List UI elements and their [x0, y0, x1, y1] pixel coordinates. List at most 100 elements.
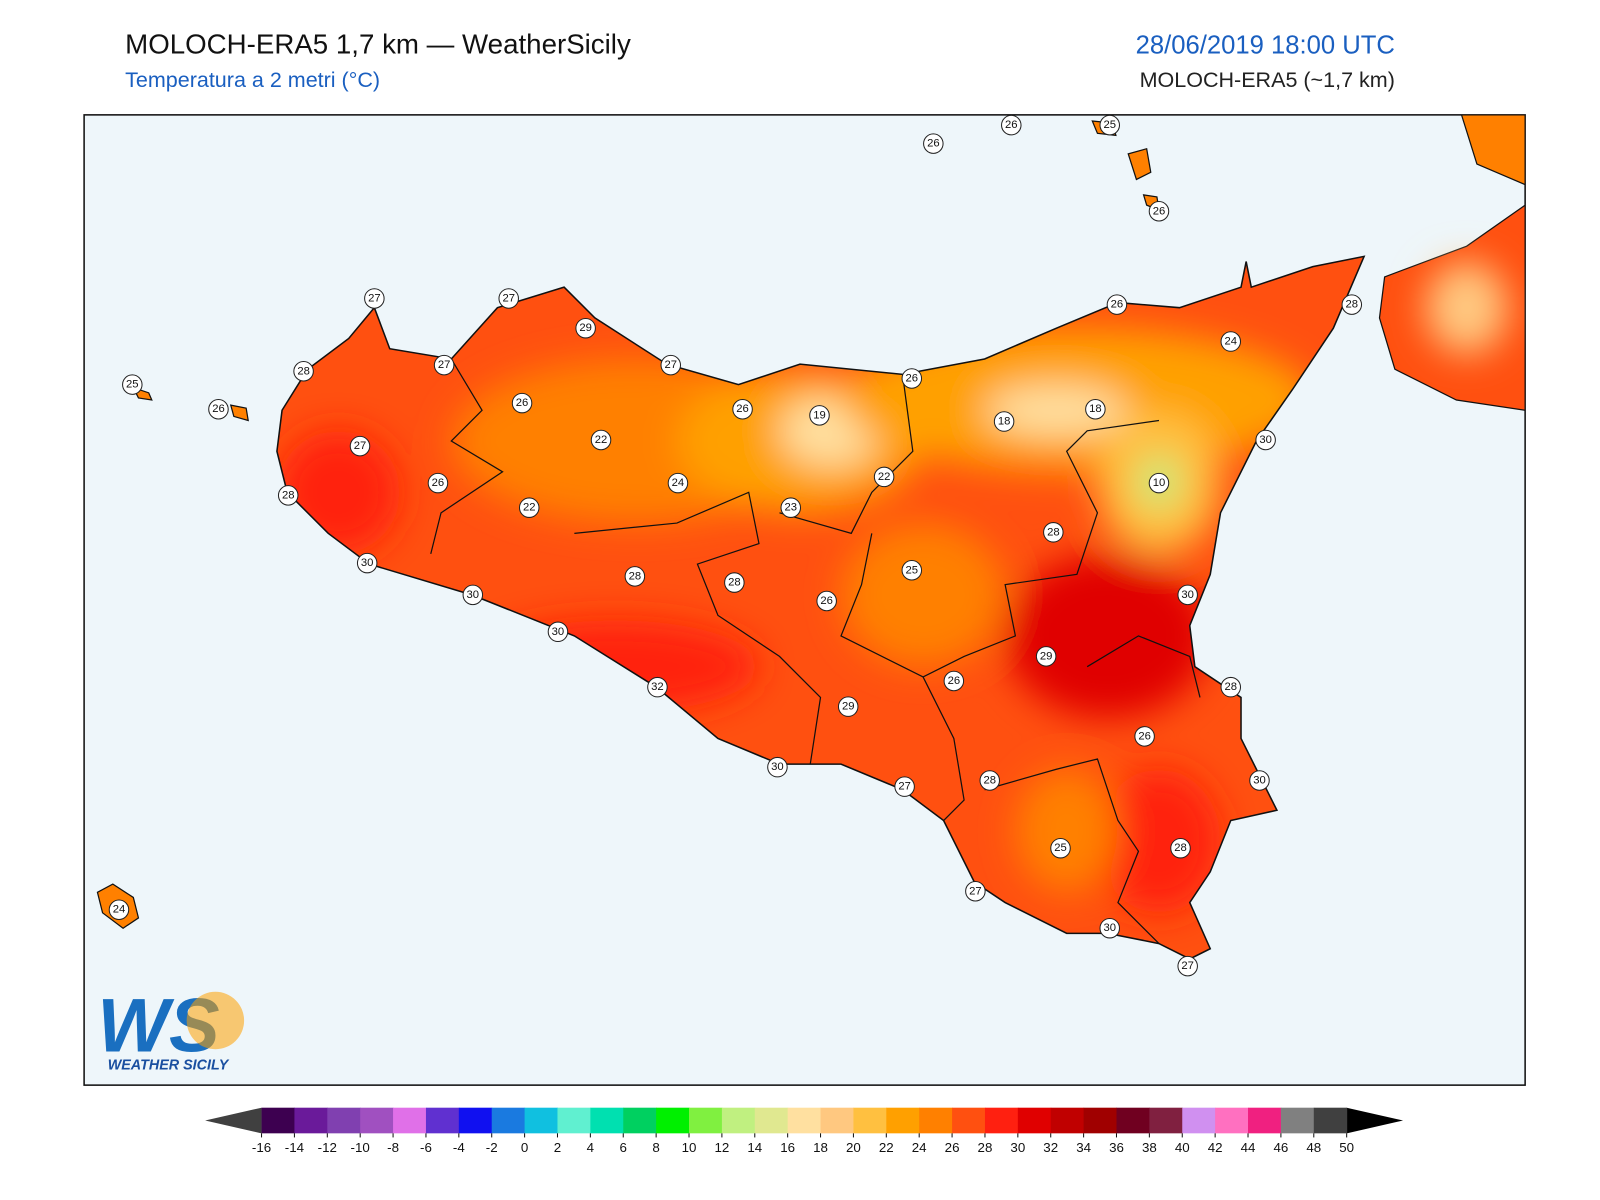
station-value: 27	[502, 292, 515, 304]
station-marker	[293, 361, 314, 382]
datetime: 28/06/2019 18:00 UTC	[1136, 31, 1395, 59]
station-value: 30	[552, 626, 565, 638]
station: 30	[1255, 429, 1276, 451]
colorbar-bin	[524, 1107, 558, 1134]
station-value: 27	[665, 359, 678, 371]
station-marker	[590, 429, 612, 451]
colorbar-bin	[1116, 1107, 1150, 1134]
colorbar-tick-label: 38	[1142, 1140, 1157, 1155]
station: 28	[277, 485, 299, 506]
station: 18	[993, 411, 1015, 432]
station: 25	[901, 559, 923, 581]
station-marker	[349, 435, 371, 457]
colorbar-tick-label: 16	[780, 1140, 795, 1155]
station-marker	[979, 770, 1000, 791]
colorbar-bin	[294, 1107, 328, 1134]
station: 24	[667, 472, 689, 494]
station-value: 30	[1181, 589, 1194, 601]
station-value: 26	[1005, 119, 1018, 131]
station-value: 30	[1103, 922, 1116, 934]
station-marker	[364, 288, 385, 309]
station: 26	[1001, 114, 1022, 136]
station-marker	[901, 559, 923, 581]
station: 29	[1035, 646, 1057, 667]
station-value: 28	[1225, 681, 1238, 693]
station-value: 30	[361, 557, 374, 569]
colorbar-bin	[919, 1107, 953, 1134]
station: 23	[780, 497, 802, 518]
station: 29	[837, 696, 859, 717]
station-marker	[667, 472, 689, 494]
station-value: 27	[969, 885, 982, 897]
station: 26	[816, 590, 837, 612]
station-value: 26	[820, 595, 833, 607]
colorbar-tick-label: 18	[813, 1140, 828, 1155]
station-value: 28	[983, 775, 996, 787]
station: 25	[1099, 114, 1120, 136]
station-marker	[993, 411, 1015, 432]
station-marker	[1249, 770, 1270, 791]
station: 29	[575, 317, 596, 339]
station-marker	[108, 899, 130, 920]
station-marker	[427, 472, 449, 494]
station: 26	[511, 392, 533, 414]
station-labels: 26 26 25 26 27 27 29 28 27 27 25 26 26 26 19 26 26 24 28 18…	[108, 114, 1363, 977]
station: 30	[1177, 584, 1198, 606]
colorbar-bin	[393, 1107, 427, 1134]
colorbar-tick-label: 10	[682, 1140, 697, 1155]
station-value: 29	[579, 322, 592, 334]
colorbar-tick-label: -16	[252, 1140, 271, 1155]
station: 28	[293, 361, 314, 382]
colorbar-bin	[327, 1107, 361, 1134]
colorbar-bin	[820, 1107, 854, 1134]
station: 25	[1050, 837, 1071, 859]
station-value: 28	[728, 577, 741, 589]
station-marker	[873, 466, 895, 488]
station-value: 27	[898, 781, 911, 793]
station-value: 30	[1253, 775, 1266, 787]
station-value: 29	[842, 701, 855, 713]
station: 27	[349, 435, 371, 457]
station-marker	[433, 354, 455, 376]
station-marker	[965, 881, 986, 902]
station-marker	[809, 405, 830, 426]
station-marker	[1099, 114, 1120, 136]
station: 28	[1341, 294, 1363, 315]
station-marker	[1085, 398, 1106, 420]
colorbar-tick-label: 30	[1010, 1140, 1025, 1155]
station-marker	[901, 368, 923, 389]
station-marker	[1050, 837, 1071, 859]
station-value: 26	[1138, 730, 1151, 742]
station: 26	[943, 670, 965, 692]
subtitle: Temperatura a 2 metri (°C)	[125, 68, 380, 92]
station-marker	[1341, 294, 1363, 315]
station: 26	[208, 398, 229, 420]
station-value: 28	[629, 570, 642, 582]
station-value: 28	[297, 365, 310, 377]
colorbar-over	[1346, 1107, 1404, 1134]
colorbar-tick-label: 22	[879, 1140, 894, 1155]
station: 27	[965, 881, 986, 902]
colorbar-bin	[557, 1107, 591, 1134]
station-marker	[647, 676, 668, 698]
station: 26	[923, 133, 944, 154]
colorbar-tick-label: 26	[945, 1140, 960, 1155]
station-marker	[1170, 837, 1191, 859]
colorbar-tick-label: 34	[1076, 1140, 1091, 1155]
colorbar-bin	[261, 1107, 295, 1134]
station-value: 26	[906, 372, 919, 384]
station-value: 22	[878, 471, 891, 483]
colorbar-bin	[1182, 1107, 1216, 1134]
calabria	[1378, 114, 1526, 411]
colorbar-bin	[1149, 1107, 1183, 1134]
station-marker	[1177, 584, 1198, 606]
station-marker	[277, 485, 299, 506]
station: 24	[1220, 331, 1242, 352]
station: 25	[122, 374, 143, 395]
station: 26	[1106, 294, 1128, 315]
colorbar-bin	[458, 1107, 493, 1134]
colorbar-tick-label: 2	[554, 1140, 561, 1155]
logo-name: WEATHER SICILY	[108, 1058, 230, 1074]
colorbar-tick-label: 6	[620, 1140, 627, 1155]
station-marker	[1035, 646, 1057, 667]
